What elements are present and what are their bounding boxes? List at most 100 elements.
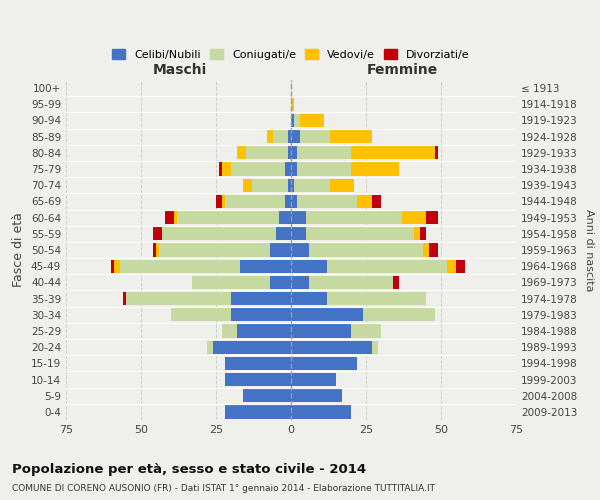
Bar — [294, 178, 330, 192]
Bar — [297, 195, 357, 208]
Y-axis label: Anni di nascita: Anni di nascita — [584, 209, 594, 291]
Bar — [219, 162, 222, 175]
Bar — [330, 130, 372, 143]
Bar — [270, 276, 291, 289]
Bar — [351, 146, 435, 160]
Text: Popolazione per età, sesso e stato civile - 2014: Popolazione per età, sesso e stato civil… — [12, 462, 366, 475]
Bar — [291, 98, 294, 111]
Bar — [207, 340, 213, 354]
Bar — [231, 308, 291, 322]
Bar — [330, 178, 354, 192]
Bar — [291, 130, 300, 143]
Text: Maschi: Maschi — [153, 63, 207, 77]
Bar — [294, 114, 300, 127]
Bar — [285, 162, 291, 175]
Text: Femmine: Femmine — [367, 63, 437, 77]
Bar — [276, 227, 291, 240]
Bar — [363, 308, 435, 322]
Bar — [222, 195, 225, 208]
Bar — [420, 227, 426, 240]
Bar — [177, 211, 279, 224]
Bar — [111, 260, 114, 273]
Bar — [153, 227, 162, 240]
Bar — [414, 227, 420, 240]
Bar — [291, 146, 297, 160]
Bar — [288, 146, 291, 160]
Bar — [285, 195, 291, 208]
Bar — [291, 178, 294, 192]
Bar — [288, 130, 291, 143]
Bar — [447, 260, 456, 273]
Bar — [291, 260, 327, 273]
Bar — [291, 324, 351, 338]
Bar — [291, 406, 351, 418]
Bar — [192, 276, 270, 289]
Bar — [291, 162, 297, 175]
Bar — [291, 373, 336, 386]
Bar — [126, 292, 231, 305]
Bar — [279, 211, 291, 224]
Bar — [240, 260, 291, 273]
Bar — [231, 292, 291, 305]
Bar — [351, 324, 381, 338]
Bar — [225, 195, 285, 208]
Bar — [222, 324, 237, 338]
Bar — [267, 130, 273, 143]
Bar — [216, 195, 222, 208]
Bar — [372, 195, 381, 208]
Bar — [402, 211, 426, 224]
Bar — [291, 227, 306, 240]
Bar — [231, 162, 285, 175]
Bar — [171, 308, 231, 322]
Bar — [435, 146, 438, 160]
Bar — [162, 227, 276, 240]
Bar — [156, 244, 159, 256]
Bar — [456, 260, 465, 273]
Bar — [291, 244, 309, 256]
Bar — [123, 292, 126, 305]
Bar — [246, 146, 288, 160]
Bar — [351, 162, 399, 175]
Bar — [174, 211, 177, 224]
Bar — [291, 340, 372, 354]
Bar — [273, 130, 288, 143]
Bar — [291, 211, 306, 224]
Y-axis label: Fasce di età: Fasce di età — [13, 212, 25, 288]
Legend: Celibi/Nubili, Coniugati/e, Vedovi/e, Divorziati/e: Celibi/Nubili, Coniugati/e, Vedovi/e, Di… — [108, 45, 474, 64]
Bar — [213, 340, 291, 354]
Bar — [357, 195, 372, 208]
Bar — [306, 211, 402, 224]
Bar — [159, 244, 270, 256]
Bar — [297, 162, 351, 175]
Bar — [225, 356, 291, 370]
Bar — [426, 211, 438, 224]
Bar — [291, 195, 297, 208]
Bar — [372, 340, 378, 354]
Bar — [222, 162, 231, 175]
Bar — [291, 276, 309, 289]
Bar — [423, 244, 429, 256]
Text: COMUNE DI CORENO AUSONIO (FR) - Dati ISTAT 1° gennaio 2014 - Elaborazione TUTTIT: COMUNE DI CORENO AUSONIO (FR) - Dati IST… — [12, 484, 435, 493]
Bar — [243, 178, 252, 192]
Bar — [327, 260, 447, 273]
Bar — [243, 389, 291, 402]
Bar — [309, 276, 393, 289]
Bar — [153, 244, 156, 256]
Bar — [225, 373, 291, 386]
Bar — [288, 178, 291, 192]
Bar — [297, 146, 351, 160]
Bar — [252, 178, 288, 192]
Bar — [237, 146, 246, 160]
Bar — [300, 114, 324, 127]
Bar — [291, 114, 294, 127]
Bar — [291, 389, 342, 402]
Bar — [114, 260, 120, 273]
Bar — [270, 244, 291, 256]
Bar — [309, 244, 423, 256]
Bar — [291, 308, 363, 322]
Bar — [306, 227, 414, 240]
Bar — [165, 211, 174, 224]
Bar — [393, 276, 399, 289]
Bar — [300, 130, 330, 143]
Bar — [327, 292, 426, 305]
